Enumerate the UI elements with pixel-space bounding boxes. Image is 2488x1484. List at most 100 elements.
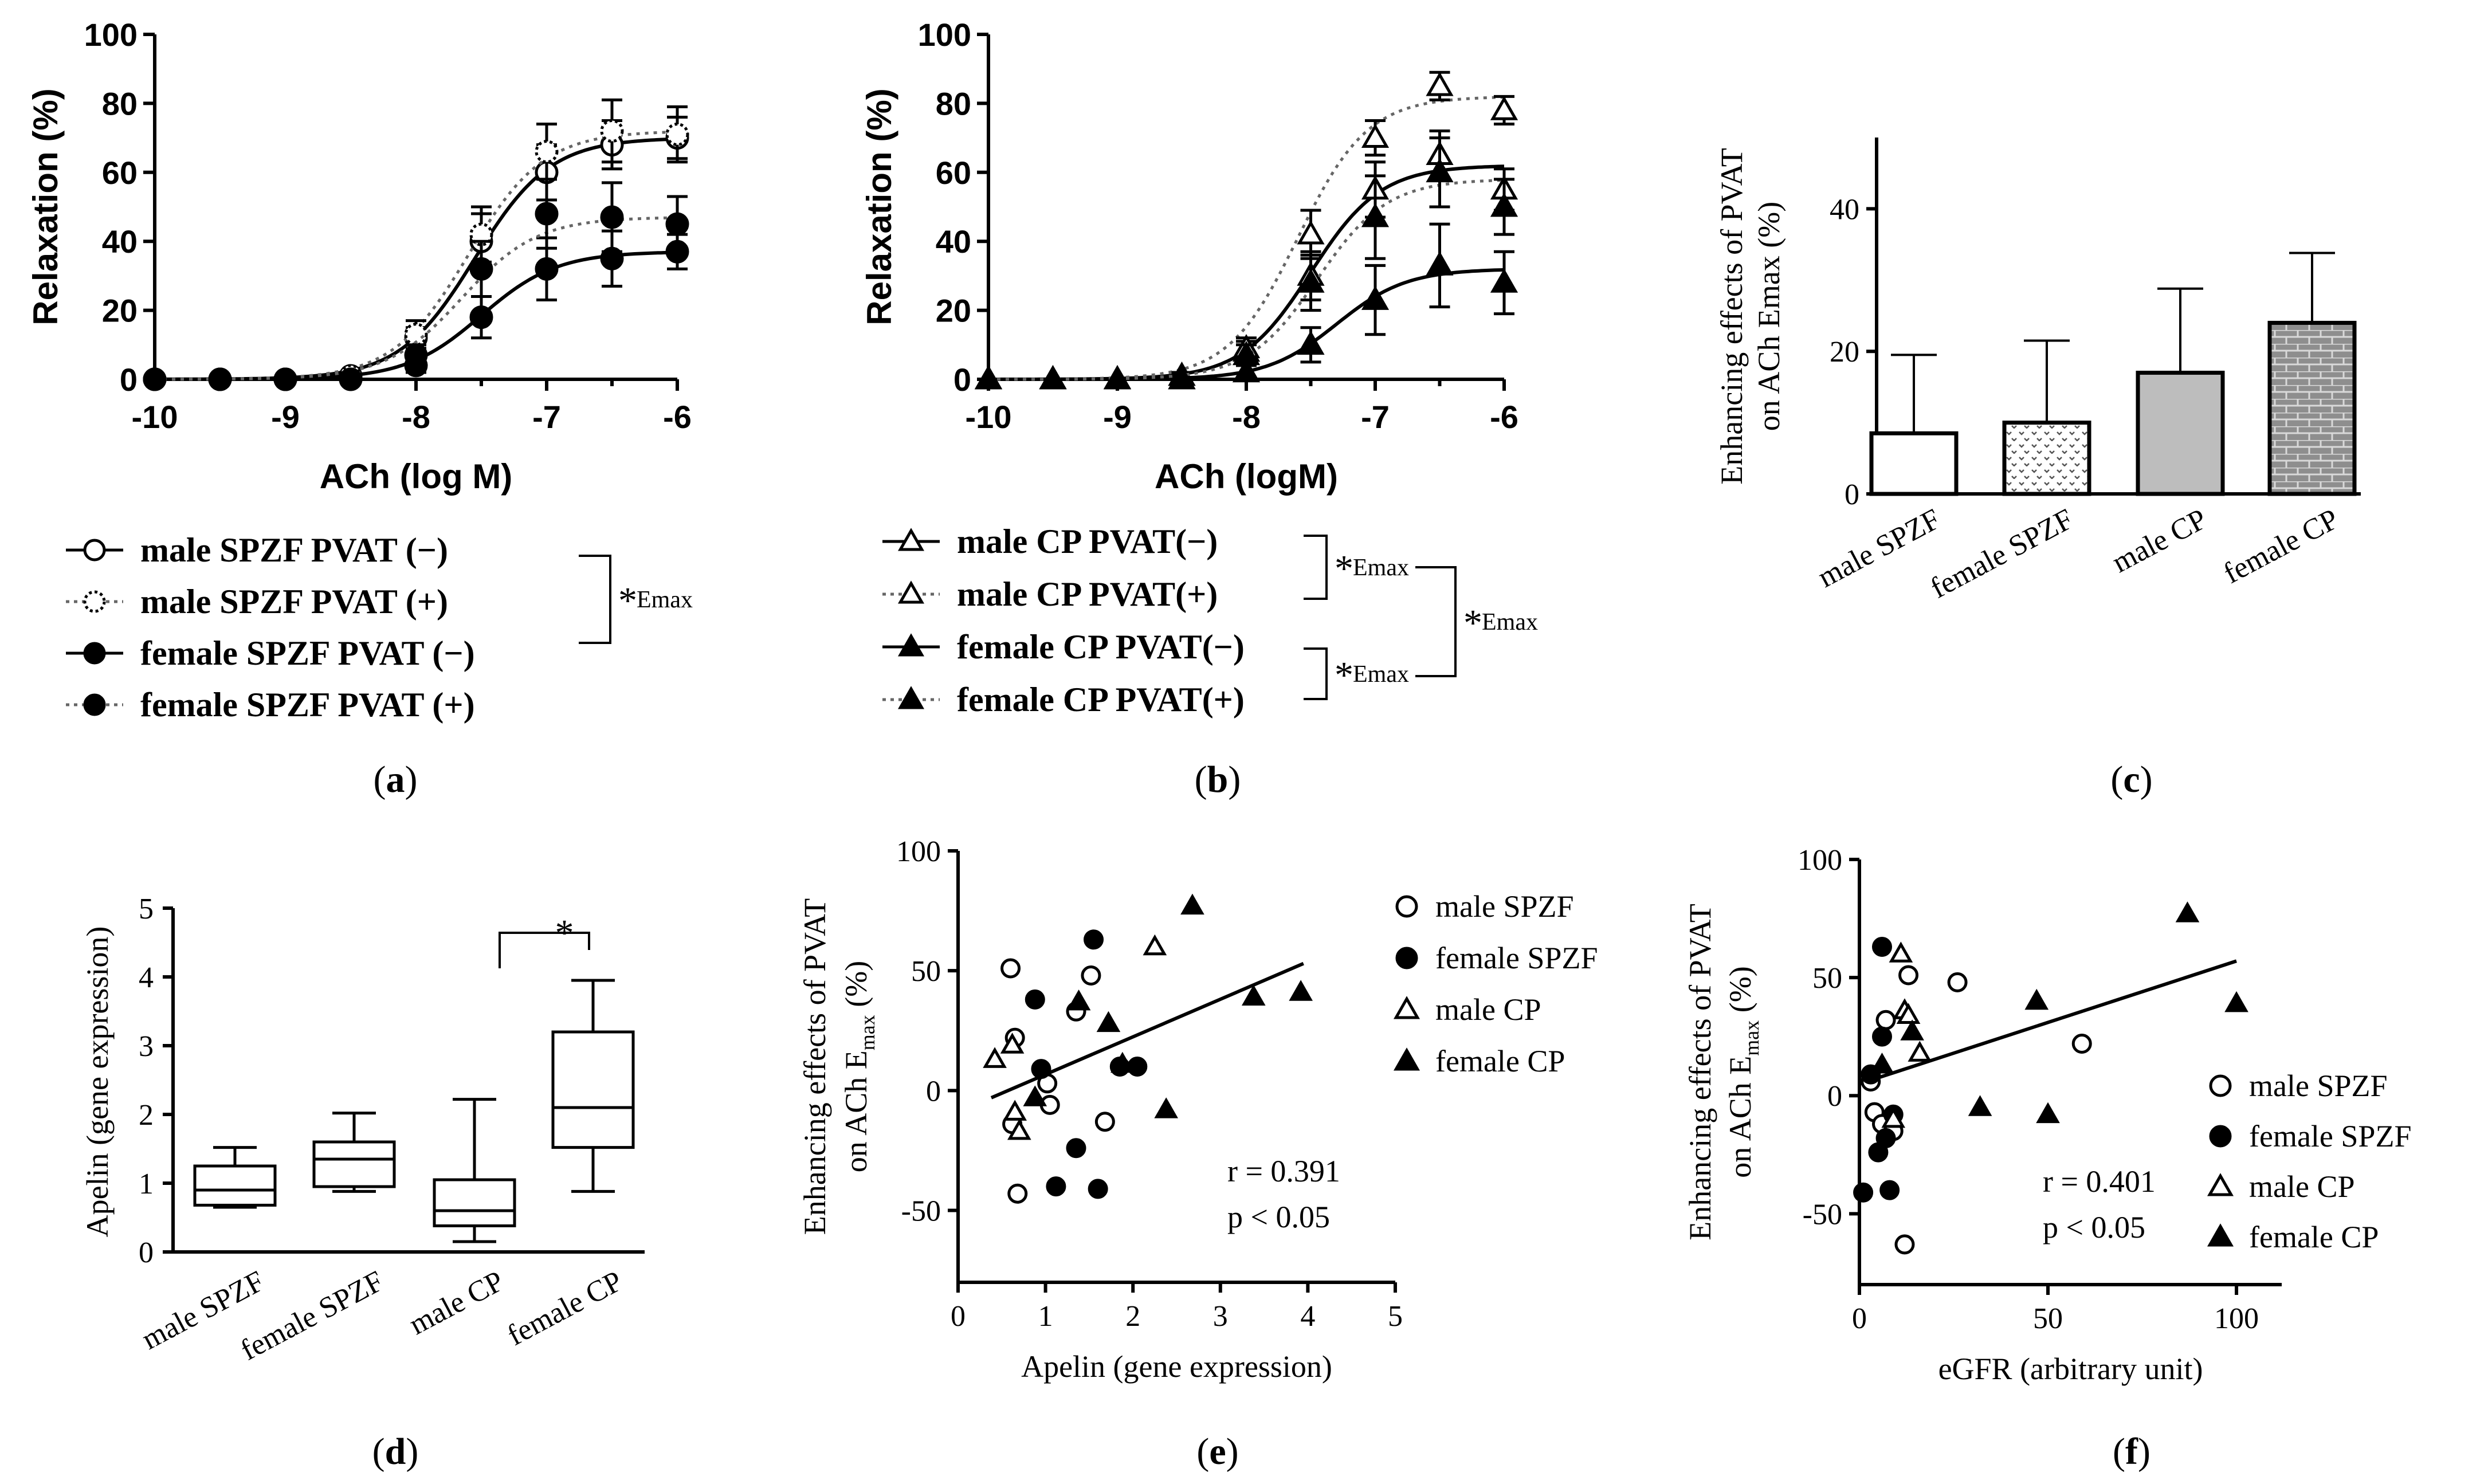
x-tick-label: 0 (1852, 1302, 1867, 1335)
legend-entry-3: female SPZF PVAT (−) (66, 634, 475, 672)
scatter-point (1875, 1010, 1896, 1030)
x-tick-label: -8 (1232, 399, 1261, 435)
panel-caption: (d) (372, 1431, 419, 1473)
scatter-point (1908, 1041, 1932, 1062)
data-point (1297, 330, 1325, 355)
data-point (1168, 365, 1196, 390)
data-point (469, 305, 493, 329)
legend-marker (897, 633, 925, 657)
x-tick-label: 1 (1038, 1300, 1053, 1333)
data-point (1232, 341, 1261, 366)
legend-marker (2209, 1125, 2232, 1148)
bar-group-3: male CP (2107, 287, 2225, 579)
significance-star: * (1463, 602, 1482, 644)
y-axis-label: Relaxation (%) (26, 88, 65, 325)
caption-close: ) (1226, 1431, 1239, 1473)
significance-label: Emax (1353, 661, 1409, 688)
caption-letter: d (385, 1431, 406, 1473)
caption-close: ) (406, 1431, 418, 1473)
legend-marker (83, 590, 106, 613)
data-point (1426, 158, 1454, 183)
significance-label: Emax (1353, 555, 1409, 581)
x-tick-label: 100 (2214, 1302, 2259, 1335)
data-point (1232, 358, 1261, 383)
significance-bracket (579, 555, 611, 644)
y-tick-label: 0 (953, 362, 971, 398)
data-point (600, 205, 624, 229)
caption-close: ) (1228, 759, 1241, 800)
y-tick-label: 0 (926, 1075, 941, 1108)
data-point (208, 367, 232, 391)
legend-marker (1393, 996, 1420, 1019)
fit-curve (155, 216, 678, 381)
x-tick-label: female CP (2218, 502, 2344, 590)
caption-letter: b (1207, 759, 1229, 800)
scatter-point (1003, 1100, 1027, 1121)
data-point (1361, 203, 1390, 227)
x-axis-label: ACh (logM) (1155, 457, 1338, 496)
y-axis-label-subscript: max (1740, 1020, 1763, 1056)
legend-label: male CP PVAT(+) (957, 575, 1218, 613)
x-tick-label: female CP (502, 1265, 627, 1352)
box-iqr (551, 1030, 635, 1149)
x-tick-label: -9 (1103, 399, 1132, 435)
scatter-point (1180, 893, 1204, 915)
legend-label: female CP (2249, 1220, 2379, 1254)
legend-marker (897, 528, 925, 551)
data-point (1361, 123, 1390, 148)
scatter-point (1007, 1118, 1031, 1140)
scatter-point (1000, 958, 1021, 979)
legend-entry-3: female CP PVAT(−) (882, 628, 1245, 666)
caption-open: ( (2113, 1431, 2125, 1473)
y-tick-label: 20 (1830, 336, 1859, 368)
y-tick-label: 80 (936, 85, 971, 121)
scatter-point (1081, 965, 1101, 986)
legend-entry-2: male CP PVAT(+) (882, 575, 1218, 613)
series-4 (143, 178, 689, 391)
legend-label: male CP (1435, 992, 1541, 1027)
caption-open: ( (374, 759, 386, 800)
scatter-point (1031, 1059, 1051, 1079)
scatter-point (1066, 1138, 1086, 1159)
y-tick-label: -50 (1803, 1198, 1842, 1231)
box-iqr (433, 1178, 516, 1227)
box-3: male CP (404, 1098, 516, 1341)
y-axis-label-line2: on ACh Emax (%) (1723, 966, 1763, 1177)
x-tick-label: -10 (966, 399, 1012, 435)
significance-label: Emax (637, 587, 693, 613)
caption-letter: a (386, 759, 405, 800)
significance-bracket (1304, 535, 1328, 600)
legend-label: female CP PVAT(−) (957, 628, 1245, 666)
data-point (1297, 268, 1325, 293)
panel-caption: (f) (2113, 1431, 2150, 1473)
legend-label: female SPZF PVAT (−) (140, 634, 475, 672)
y-tick-label: 80 (102, 85, 138, 121)
bar (2002, 421, 2091, 496)
bar (1869, 431, 1959, 496)
y-tick-label: 5 (139, 893, 154, 925)
y-tick-label: 0 (1845, 478, 1859, 511)
y-axis-label-line1: Enhancing effects of PVAT (1714, 148, 1749, 484)
stat-r: r = 0.401 (2043, 1164, 2156, 1199)
y-tick-label: 100 (918, 17, 971, 53)
legend-label: female SPZF (1435, 941, 1598, 975)
scatter-group-2: female SPZF (1853, 937, 2411, 1203)
data-point (1103, 365, 1132, 390)
legend-marker (83, 539, 106, 562)
caption-open: ( (1195, 759, 1207, 800)
y-tick-label: 50 (911, 955, 941, 988)
significance-star: * (618, 580, 637, 622)
panel-f-scatter-egfr: -50 0 50 100 0 50 100 eGFR (arbitrary unit) male… (1683, 844, 2411, 1473)
scatter-point (1870, 1053, 1894, 1074)
legend-marker (2207, 1223, 2234, 1247)
data-point (1297, 220, 1325, 245)
fit-curve (988, 179, 1505, 381)
panel-caption: (e) (1196, 1431, 1238, 1473)
scatter-group-1: male SPZF (1000, 889, 1574, 1204)
legend-label: female SPZF (2249, 1119, 2411, 1153)
x-tick-label: -7 (1361, 399, 1390, 435)
y-tick-label: 0 (120, 362, 138, 398)
y-tick-label: 40 (102, 223, 138, 260)
regression-line (1859, 959, 2237, 1086)
